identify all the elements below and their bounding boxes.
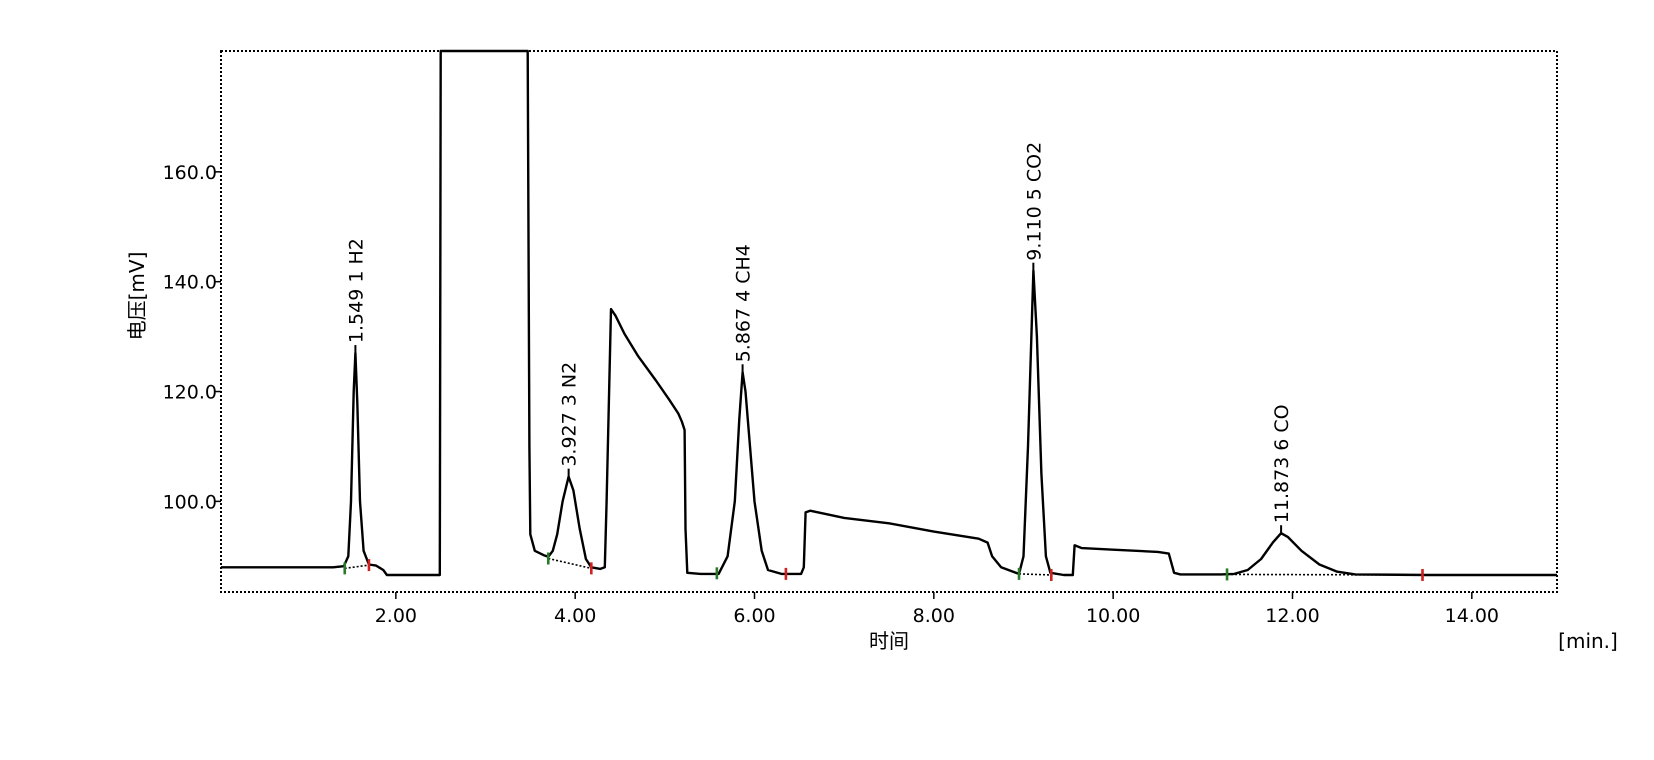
markers-layer xyxy=(343,552,1424,581)
peak-label: 9.110 5 CO2 xyxy=(1023,142,1045,261)
plot-area xyxy=(220,50,1558,593)
x-axis-unit: [min.] xyxy=(1558,629,1618,653)
x-tick-label: 4.00 xyxy=(554,605,596,627)
y-tick-label: 160.0 xyxy=(163,162,217,184)
baselines-layer xyxy=(344,557,1423,576)
x-tick-label: 12.00 xyxy=(1265,605,1319,627)
x-tick-label: 2.00 xyxy=(375,605,417,627)
baseline-segment xyxy=(1227,573,1423,576)
baseline-segment xyxy=(548,557,592,570)
y-ticks-layer: 100.0 120.0 140.0 160.0 xyxy=(163,162,221,513)
x-axis-title: 时间 xyxy=(869,629,909,653)
baseline-segment xyxy=(1018,573,1052,576)
x-tick-label: 10.00 xyxy=(1086,605,1140,627)
y-tick-label: 100.0 xyxy=(163,491,217,513)
signal-trace xyxy=(221,49,1557,577)
peak-label: 11.873 6 CO xyxy=(1271,404,1293,523)
peak-label: 1.549 1 H2 xyxy=(345,238,367,343)
y-tick-label: 140.0 xyxy=(163,272,217,294)
peak-label: 3.927 3 N2 xyxy=(559,362,581,467)
peak-label: 5.867 4 CH4 xyxy=(733,244,755,362)
x-tick-label: 6.00 xyxy=(733,605,775,627)
y-axis-title: 电压[mV] xyxy=(125,252,149,341)
x-tick-label: 8.00 xyxy=(913,605,955,627)
y-tick-label: 120.0 xyxy=(163,382,217,404)
x-ticks-layer: 2.00 4.00 6.00 8.00 10.00 12.00 14.00 xyxy=(375,592,1499,627)
series-layer xyxy=(221,49,1557,577)
baseline-segment xyxy=(344,564,370,570)
x-tick-label: 14.00 xyxy=(1445,605,1499,627)
annotations-layer: 1.549 1 H2 3.927 3 N2 5.867 4 CH4 9.110 5 C… xyxy=(345,142,1293,534)
